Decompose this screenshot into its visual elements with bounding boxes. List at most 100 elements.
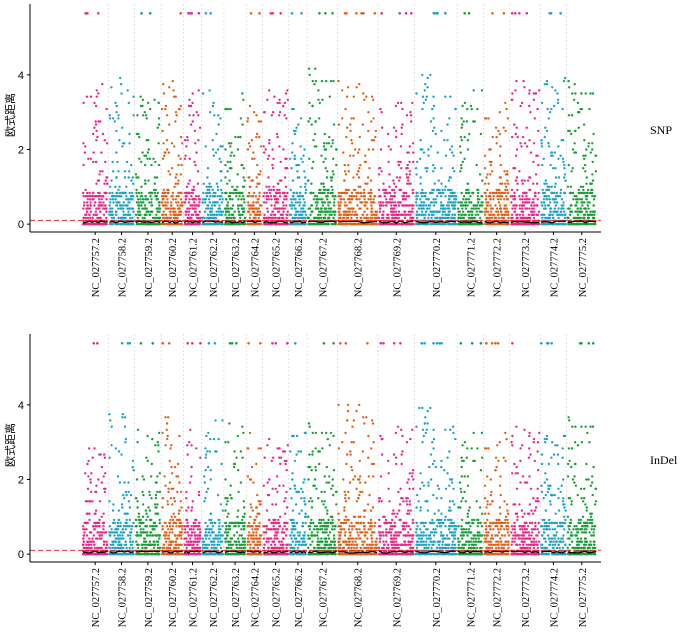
data-point: [87, 543, 90, 546]
data-point: [93, 195, 96, 198]
data-point: [295, 163, 299, 167]
data-point: [114, 101, 117, 105]
data-point: [577, 210, 580, 213]
data-point: [337, 216, 341, 220]
data-point: [430, 201, 434, 204]
data-point: [439, 207, 443, 210]
data-point: [174, 198, 177, 201]
data-point: [333, 213, 336, 216]
data-point: [248, 185, 251, 188]
data-point: [400, 167, 403, 170]
data-point: [210, 185, 213, 188]
data-point: [570, 170, 573, 173]
data-point: [518, 195, 521, 198]
data-point: [368, 195, 372, 198]
data-point: [186, 191, 189, 195]
data-point: [171, 207, 174, 210]
data-point: [352, 95, 355, 98]
data-point: [460, 163, 463, 167]
data-point: [318, 117, 321, 120]
data-point: [164, 204, 167, 207]
data-point: [338, 195, 341, 198]
data-point: [357, 191, 360, 195]
data-point: [425, 170, 428, 173]
data-point: [370, 191, 373, 195]
data-point: [104, 179, 108, 182]
data-point: [112, 216, 116, 220]
data-point: [120, 126, 124, 129]
data-point: [152, 157, 155, 160]
data-point: [584, 92, 587, 95]
data-point: [403, 191, 406, 195]
data-point: [448, 195, 451, 198]
data-point: [169, 207, 172, 210]
data-point: [101, 83, 104, 86]
data-point: [500, 213, 503, 216]
data-point: [478, 204, 482, 207]
data-point: [421, 107, 424, 111]
data-point: [257, 216, 260, 220]
data-point: [502, 126, 505, 129]
data-point: [585, 148, 588, 151]
data-point: [549, 163, 552, 167]
data-point: [532, 198, 535, 201]
data-point: [415, 204, 418, 207]
data-point: [237, 207, 240, 210]
data-point: [326, 170, 329, 173]
data-point: [381, 213, 384, 216]
data-point: [571, 114, 574, 117]
data-point: [292, 107, 295, 111]
data-point: [155, 222, 158, 226]
data-point: [468, 191, 471, 195]
data-point: [411, 101, 414, 105]
data-point: [393, 216, 396, 220]
data-point: [478, 210, 481, 213]
data-point: [524, 207, 527, 210]
data-point: [399, 160, 402, 164]
data-point: [523, 86, 526, 89]
data-point: [406, 151, 409, 154]
data-point: [318, 101, 321, 105]
data-point: [419, 204, 422, 207]
data-point: [563, 176, 566, 179]
data-point: [113, 120, 117, 123]
data-point: [148, 201, 151, 204]
data-point: [549, 201, 552, 204]
data-point: [325, 142, 328, 145]
data-point: [167, 222, 170, 226]
data-point: [137, 222, 140, 226]
data-point: [211, 195, 215, 198]
data-point: [94, 120, 97, 123]
data-point: [503, 204, 506, 207]
data-point: [451, 213, 454, 216]
data-point: [554, 176, 558, 179]
data-point: [327, 204, 330, 207]
data-point: [285, 117, 288, 120]
data-point: [411, 207, 414, 210]
data-point: [442, 204, 445, 207]
data-point: [265, 216, 268, 220]
data-point: [111, 117, 115, 120]
data-point: [535, 182, 539, 185]
data-point: [229, 107, 232, 111]
chrom-points-NC_027768.2: [337, 12, 379, 226]
data-point: [425, 204, 428, 207]
data-point: [185, 195, 188, 198]
data-point: [435, 210, 438, 213]
data-point: [248, 216, 252, 220]
data-point: [352, 176, 355, 179]
data-point: [577, 126, 580, 129]
chrom-points-NC_027764.2: [246, 12, 263, 226]
data-point: [154, 195, 157, 198]
data-point: [374, 210, 378, 213]
data-point: [486, 204, 489, 207]
data-point: [389, 148, 392, 151]
data-point: [367, 111, 370, 114]
data-point: [324, 167, 327, 170]
data-point: [573, 142, 576, 145]
data-point: [327, 142, 331, 145]
data-point: [463, 157, 466, 160]
data-point: [384, 188, 388, 192]
data-point: [263, 216, 266, 220]
data-point: [275, 191, 278, 195]
